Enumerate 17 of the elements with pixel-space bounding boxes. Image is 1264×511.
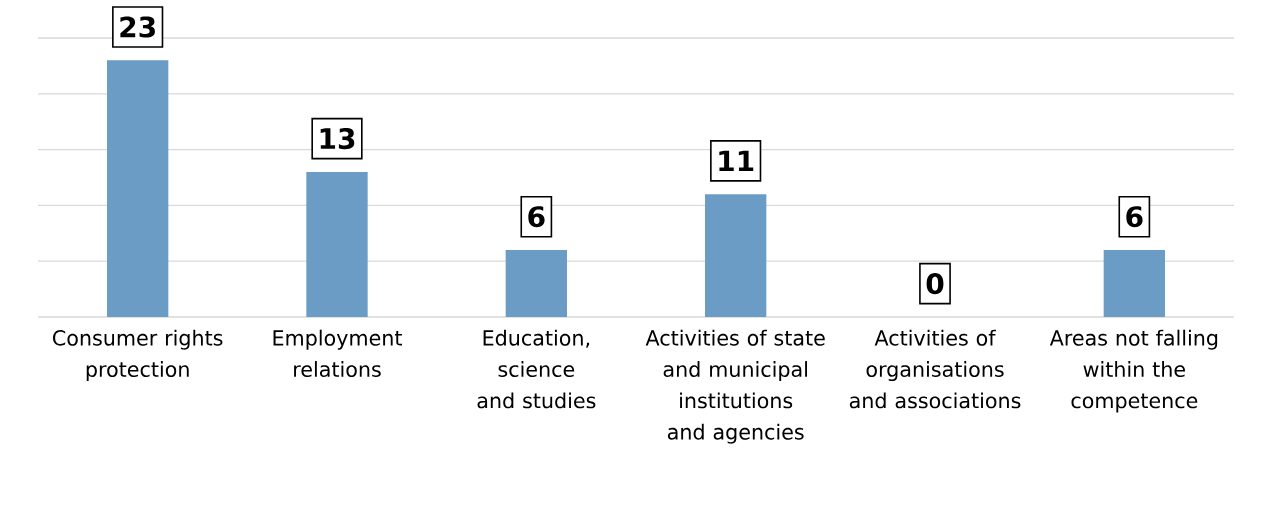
data-label: 23 (120, 16, 155, 38)
data-label: 13 (320, 127, 355, 150)
x-tick-label: Education, science and studies (477, 329, 596, 409)
x-tick-label: Activities of organisations and associations (849, 329, 1021, 409)
bar (1103, 250, 1165, 317)
x-tick-label: Consumer rights protection (53, 329, 223, 382)
x-tick-label: Activities of state and municipal institutions and agencies (645, 329, 825, 444)
bar (107, 60, 169, 317)
data-label: 0 (926, 273, 944, 295)
bar (306, 171, 368, 317)
x-tick-label: Areas not falling within the competence (1049, 329, 1218, 413)
data-label: 11 (719, 150, 754, 172)
bar (505, 250, 567, 317)
data-label: 6 (528, 206, 545, 228)
x-tick-label: Employment relations (273, 329, 403, 378)
data-label: 6 (1126, 206, 1143, 228)
bar (705, 194, 767, 317)
